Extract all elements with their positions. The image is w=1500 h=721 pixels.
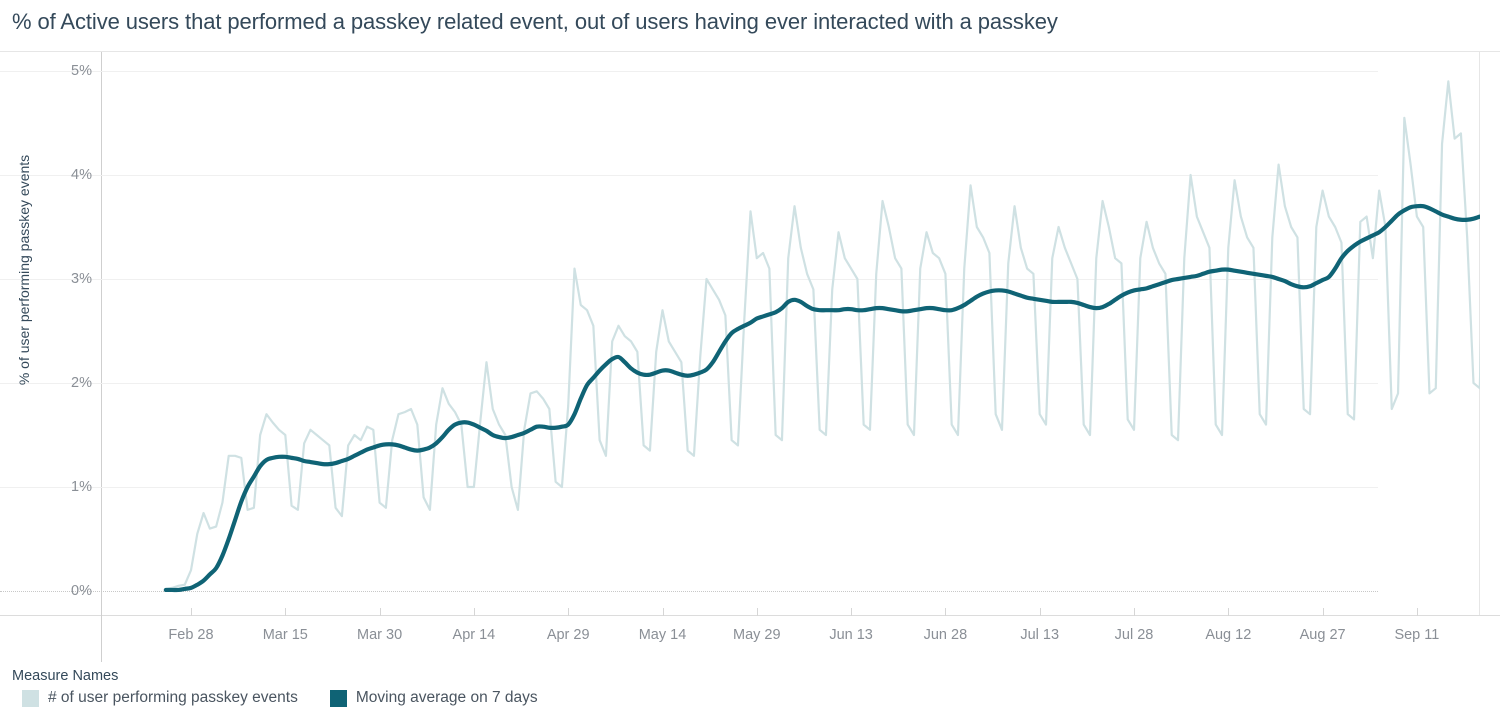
page-title: % of Active users that performed a passk… — [12, 9, 1058, 34]
legend-swatch-icon — [22, 689, 39, 707]
legend-items: # of user performing passkey events Movin… — [12, 689, 712, 707]
x-axis-tick — [945, 608, 947, 616]
x-axis-tick — [1134, 608, 1135, 616]
y-axis-line — [101, 52, 102, 615]
x-axis-tick — [568, 608, 570, 616]
gridline-4pct — [0, 175, 1378, 176]
y-tick-label: 5% — [71, 63, 92, 79]
gridline-0pct — [0, 591, 1378, 592]
gridline-2pct — [0, 383, 1378, 384]
x-tick-label: Sep 11 — [1394, 627, 1440, 643]
x-axis-tick — [851, 608, 853, 616]
x-tick-label: Jul 28 — [1114, 627, 1154, 643]
legend-item[interactable]: Moving average on 7 days — [320, 689, 538, 707]
x-tick-label: Apr 29 — [546, 627, 590, 643]
y-tick-label: 0% — [71, 583, 92, 599]
x-tick-label: May 14 — [638, 627, 687, 643]
x-tick-label: Feb 28 — [168, 627, 214, 643]
x-tick-label: May 29 — [733, 627, 781, 643]
x-axis-tick — [191, 608, 192, 616]
x-axis-tick — [1228, 608, 1230, 616]
y-tick-label: 3% — [71, 271, 92, 287]
title-divider — [0, 51, 1500, 52]
plot-right-border — [1479, 52, 1480, 615]
series-canvas — [102, 52, 1480, 615]
y-axis-title: % of user performing passkey events — [16, 154, 32, 386]
legend-item-label: Moving average on 7 days — [355, 689, 538, 706]
legend-item[interactable]: # of user performing passkey events — [12, 689, 298, 707]
legend-item-label: # of user performing passkey events — [48, 689, 298, 706]
y-tick-label: 4% — [71, 167, 92, 183]
legend-title: Measure Names — [12, 668, 119, 684]
x-axis-tick — [1039, 608, 1041, 616]
gridline-5pct — [0, 71, 1378, 72]
chart-plot-area: 0% 1% 2% 3% 4% 5% — [0, 52, 1500, 615]
legend-swatch-icon — [329, 689, 347, 707]
x-axis-tick — [379, 608, 381, 616]
x-tick-label: Mar 15 — [262, 627, 308, 643]
gridline-3pct — [0, 279, 1378, 280]
x-tick-label: Aug 27 — [1299, 627, 1346, 643]
x-axis-tick — [1416, 608, 1418, 616]
x-axis-line — [0, 615, 1500, 616]
x-axis-tick — [662, 608, 664, 616]
y-tick-label: 1% — [71, 479, 92, 495]
series-svg — [163, 80, 1480, 593]
x-axis-origin-tick — [101, 600, 102, 662]
x-axis-tick — [756, 608, 758, 616]
x-axis-tick — [1322, 608, 1324, 616]
x-tick-label: Jul 13 — [1020, 627, 1060, 643]
raw-series-line — [164, 80, 1480, 591]
x-tick-label: Jun 28 — [923, 627, 968, 643]
x-tick-label: Apr 14 — [452, 627, 496, 643]
legend: Measure Names # of user performing passk… — [12, 668, 712, 707]
y-tick-label: 2% — [71, 375, 92, 391]
x-tick-label: Jun 13 — [829, 627, 873, 643]
gridline-1pct — [0, 487, 1378, 488]
x-tick-label: Mar 30 — [357, 627, 403, 643]
moving-average-line — [163, 203, 1480, 593]
x-axis-tick — [473, 608, 475, 616]
x-axis-tick — [285, 608, 287, 616]
x-tick-label: Aug 12 — [1205, 627, 1252, 643]
